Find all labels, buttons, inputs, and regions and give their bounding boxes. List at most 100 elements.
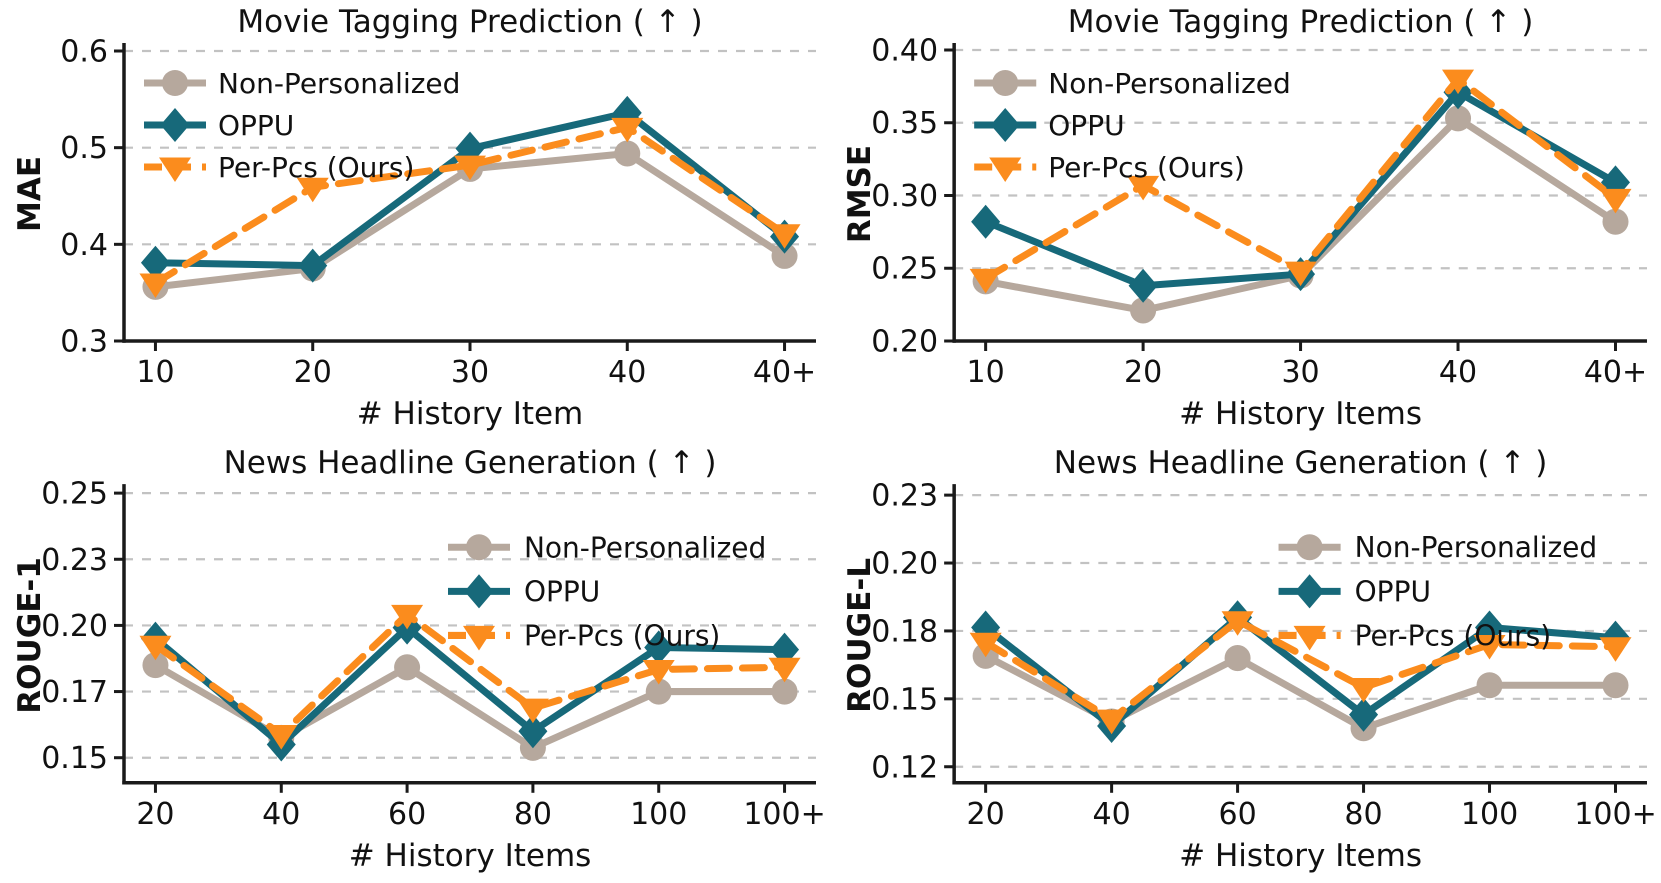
legend-label-per-pcs: Per-Pcs (Ours) bbox=[1048, 151, 1245, 184]
x-tick-label-2: 60 bbox=[1218, 797, 1256, 832]
marker-per-pcs-40 bbox=[265, 725, 298, 750]
legend-item-non-personalized: Non-Personalized bbox=[144, 67, 460, 100]
y-tick-label-3: 0.23 bbox=[41, 543, 108, 578]
chart-cell-news-headline-rouge1: 0.15 0.17 0.20 0.23 0.25 20 40 60 80 100 100+ Non-P… bbox=[0, 441, 830, 883]
y-tick-label-1: 0.15 bbox=[871, 682, 938, 717]
legend-item-oppu: OPPU bbox=[448, 574, 600, 609]
legend-label-oppu: OPPU bbox=[1355, 575, 1431, 608]
marker-non-personalized-20 bbox=[1130, 297, 1157, 324]
series-line-per-pcs bbox=[151, 123, 789, 287]
x-tick-label-3: 80 bbox=[1344, 797, 1382, 832]
marker-per-pcs-60 bbox=[1221, 611, 1254, 636]
marker-per-pcs-20 bbox=[1127, 175, 1160, 201]
legend-marker-oppu-icon bbox=[1295, 574, 1325, 609]
x-axis-label: # History Item bbox=[357, 396, 584, 432]
y-tick-label-0: 0.12 bbox=[871, 750, 938, 785]
x-tick-label-4: 100 bbox=[1461, 797, 1518, 832]
y-tick-label-3: 0.6 bbox=[60, 35, 108, 70]
legend-label-non-personalized: Non-Personalized bbox=[524, 531, 766, 564]
marker-oppu-10 bbox=[140, 245, 170, 280]
x-tick-label-2: 30 bbox=[1281, 355, 1319, 390]
marker-non-personalized-100 bbox=[1476, 672, 1503, 699]
y-tick-label-4: 0.25 bbox=[41, 477, 108, 512]
legend-marker-oppu-icon bbox=[464, 574, 494, 609]
x-tick-label-0: 20 bbox=[967, 797, 1005, 832]
x-tick-label-1: 20 bbox=[294, 355, 332, 390]
marker-non-personalized-40+ bbox=[771, 242, 798, 269]
y-tick-label-2: 0.30 bbox=[871, 179, 938, 214]
marker-per-pcs-10 bbox=[969, 268, 1002, 294]
marker-per-pcs-10 bbox=[139, 273, 172, 298]
legend-label-non-personalized: Non-Personalized bbox=[218, 67, 460, 100]
series-per-pcs bbox=[969, 69, 1632, 294]
series-per-pcs bbox=[139, 604, 801, 750]
y-axis-label: RMSE bbox=[842, 145, 878, 243]
x-tick-label-2: 60 bbox=[388, 797, 426, 832]
legend-label-non-personalized: Non-Personalized bbox=[1355, 531, 1598, 564]
legend-item-non-personalized: Non-Personalized bbox=[974, 67, 1291, 100]
chart-cell-movie-tagging-mae: 0.3 0.4 0.5 0.6 10 20 30 40 40+ Non-Personalized O… bbox=[0, 0, 830, 441]
marker-per-pcs-100+ bbox=[768, 657, 801, 683]
legend-marker-per-pcs-icon bbox=[463, 625, 495, 651]
marker-per-pcs-100+ bbox=[1599, 637, 1632, 662]
legend-marker-non-personalized-icon bbox=[992, 70, 1019, 96]
marker-non-personalized-40 bbox=[614, 140, 641, 167]
legend-label-non-personalized: Non-Personalized bbox=[1048, 67, 1291, 100]
legend-item-per-pcs: Per-Pcs (Ours) bbox=[974, 151, 1245, 184]
legend-marker-per-pcs-icon bbox=[159, 157, 191, 182]
marker-non-personalized-100+ bbox=[1602, 672, 1629, 699]
y-tick-label-2: 0.18 bbox=[871, 614, 938, 649]
legend: Non-Personalized OPPU Per-Pcs (Ours) bbox=[1278, 531, 1598, 652]
x-tick-label-5: 100+ bbox=[1574, 797, 1656, 832]
series-per-pcs bbox=[139, 117, 801, 298]
marker-per-pcs-100 bbox=[1473, 634, 1506, 660]
legend-item-oppu: OPPU bbox=[144, 108, 294, 142]
legend-item-oppu: OPPU bbox=[1278, 574, 1431, 609]
y-tick-label-2: 0.5 bbox=[60, 131, 108, 166]
marker-non-personalized-20 bbox=[142, 652, 169, 679]
legend-marker-oppu-icon bbox=[160, 108, 190, 142]
marker-oppu-80 bbox=[1349, 697, 1379, 732]
marker-per-pcs-60 bbox=[391, 604, 424, 630]
legend-item-per-pcs: Per-Pcs (Ours) bbox=[448, 619, 720, 652]
x-axis-label: # History Items bbox=[349, 838, 592, 874]
marker-per-pcs-40 bbox=[1095, 709, 1128, 735]
chart-movie-tagging-rmse: 0.20 0.25 0.30 0.35 0.40 10 20 30 40 40+ Non-Perso… bbox=[842, 4, 1647, 432]
marker-oppu-10 bbox=[971, 204, 1001, 239]
x-tick-label-3: 80 bbox=[514, 797, 552, 832]
y-axis-label: MAE bbox=[12, 156, 48, 232]
series-line-per-pcs bbox=[982, 617, 1619, 723]
x-axis-label: # History Items bbox=[1179, 396, 1422, 432]
x-tick-label-2: 30 bbox=[451, 355, 489, 390]
legend-marker-per-pcs-icon bbox=[1293, 625, 1326, 651]
x-tick-label-1: 40 bbox=[1093, 797, 1131, 832]
x-tick-label-3: 40 bbox=[1439, 355, 1477, 390]
legend-item-non-personalized: Non-Personalized bbox=[448, 531, 766, 564]
x-tick-label-1: 20 bbox=[1124, 355, 1162, 390]
x-axis-label: # History Items bbox=[1179, 838, 1422, 874]
legend-label-oppu: OPPU bbox=[524, 575, 600, 608]
marker-per-pcs-20 bbox=[139, 635, 172, 661]
series-line-per-pcs bbox=[151, 610, 789, 739]
marker-non-personalized-60 bbox=[1224, 645, 1251, 672]
legend-item-per-pcs: Per-Pcs (Ours) bbox=[1278, 619, 1552, 652]
legend-marker-oppu-icon bbox=[990, 108, 1020, 142]
marker-per-pcs-80 bbox=[1347, 677, 1380, 703]
marker-per-pcs-40+ bbox=[1599, 188, 1632, 214]
marker-non-personalized-40 bbox=[1445, 105, 1472, 132]
y-tick-label-3: 0.35 bbox=[871, 106, 938, 141]
marker-per-pcs-40 bbox=[1442, 69, 1475, 95]
chart-movie-tagging-mae: 0.3 0.4 0.5 0.6 10 20 30 40 40+ Non-Personalized O… bbox=[12, 4, 816, 432]
x-tick-label-1: 40 bbox=[262, 797, 300, 832]
y-axis-label: ROUGE-1 bbox=[12, 557, 48, 714]
legend-item-per-pcs: Per-Pcs (Ours) bbox=[144, 151, 414, 184]
x-tick-label-5: 100+ bbox=[743, 797, 825, 832]
marker-per-pcs-100 bbox=[642, 659, 675, 685]
legend: Non-Personalized OPPU Per-Pcs (Ours) bbox=[144, 67, 460, 184]
y-tick-label-3: 0.20 bbox=[871, 547, 938, 582]
y-tick-label-1: 0.25 bbox=[871, 252, 938, 287]
legend-label-oppu: OPPU bbox=[218, 109, 294, 142]
legend-marker-non-personalized-icon bbox=[162, 70, 188, 96]
y-tick-label-4: 0.23 bbox=[871, 479, 938, 514]
legend-label-per-pcs: Per-Pcs (Ours) bbox=[1355, 619, 1552, 652]
